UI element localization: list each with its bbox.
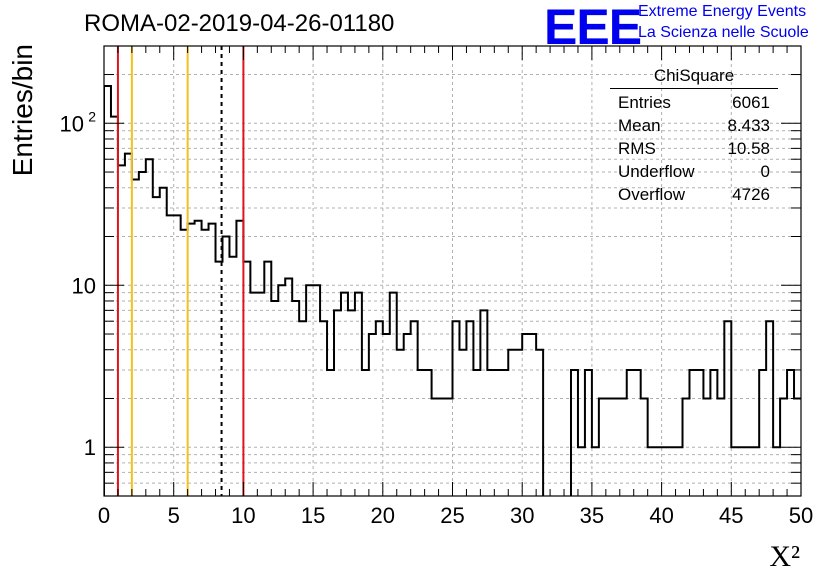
x-tick-label: 35 (580, 503, 604, 528)
x-tick-label: 5 (168, 503, 180, 528)
x-tick-label: 30 (510, 503, 534, 528)
stats-label: RMS (618, 139, 656, 158)
stats-value: 8.433 (727, 116, 770, 135)
x-tick-label: 40 (649, 503, 673, 528)
x-axis-label: X² (769, 540, 800, 572)
stats-box: ChiSquare Entries 6061 Mean 8.433 RMS 10… (610, 66, 778, 206)
stats-label: Overflow (618, 185, 686, 204)
stats-row-overflow: Overflow 4726 (610, 183, 778, 206)
eee-logo-line2: La Scienza nelle Scuole (638, 24, 809, 41)
stats-row-entries: Entries 6061 (610, 91, 778, 114)
chart-title: ROMA-02-2019-04-26-01180 (84, 10, 395, 37)
x-tick-label: 25 (440, 503, 464, 528)
stats-value: 4726 (732, 185, 770, 204)
stats-row-rms: RMS 10.58 (610, 137, 778, 160)
y-tick-label-exponent: 2 (88, 108, 96, 124)
y-axis-label: Entries/bin (7, 44, 38, 176)
stats-label: Underflow (618, 162, 695, 181)
eee-logo-line1: Extreme Energy Events (638, 3, 807, 20)
stats-row-underflow: Underflow 0 (610, 160, 778, 183)
y-tick-label: 10 (72, 273, 96, 298)
x-tick-label: 20 (371, 503, 395, 528)
x-tick-label: 0 (98, 503, 110, 528)
stats-label: Entries (618, 93, 671, 112)
histogram-series (104, 84, 801, 496)
x-tick-label: 10 (231, 503, 255, 528)
stats-value: 10.58 (727, 139, 770, 158)
stats-label: Mean (618, 116, 661, 135)
x-tick-label: 45 (719, 503, 743, 528)
stats-value: 0 (760, 162, 770, 181)
y-tick-label: 10 (60, 111, 84, 136)
stats-header: ChiSquare (610, 66, 778, 89)
x-tick-label: 15 (301, 503, 325, 528)
y-tick-label: 1 (84, 435, 96, 460)
x-tick-label: 50 (789, 503, 813, 528)
stats-row-mean: Mean 8.433 (610, 114, 778, 137)
stats-value: 6061 (732, 93, 770, 112)
